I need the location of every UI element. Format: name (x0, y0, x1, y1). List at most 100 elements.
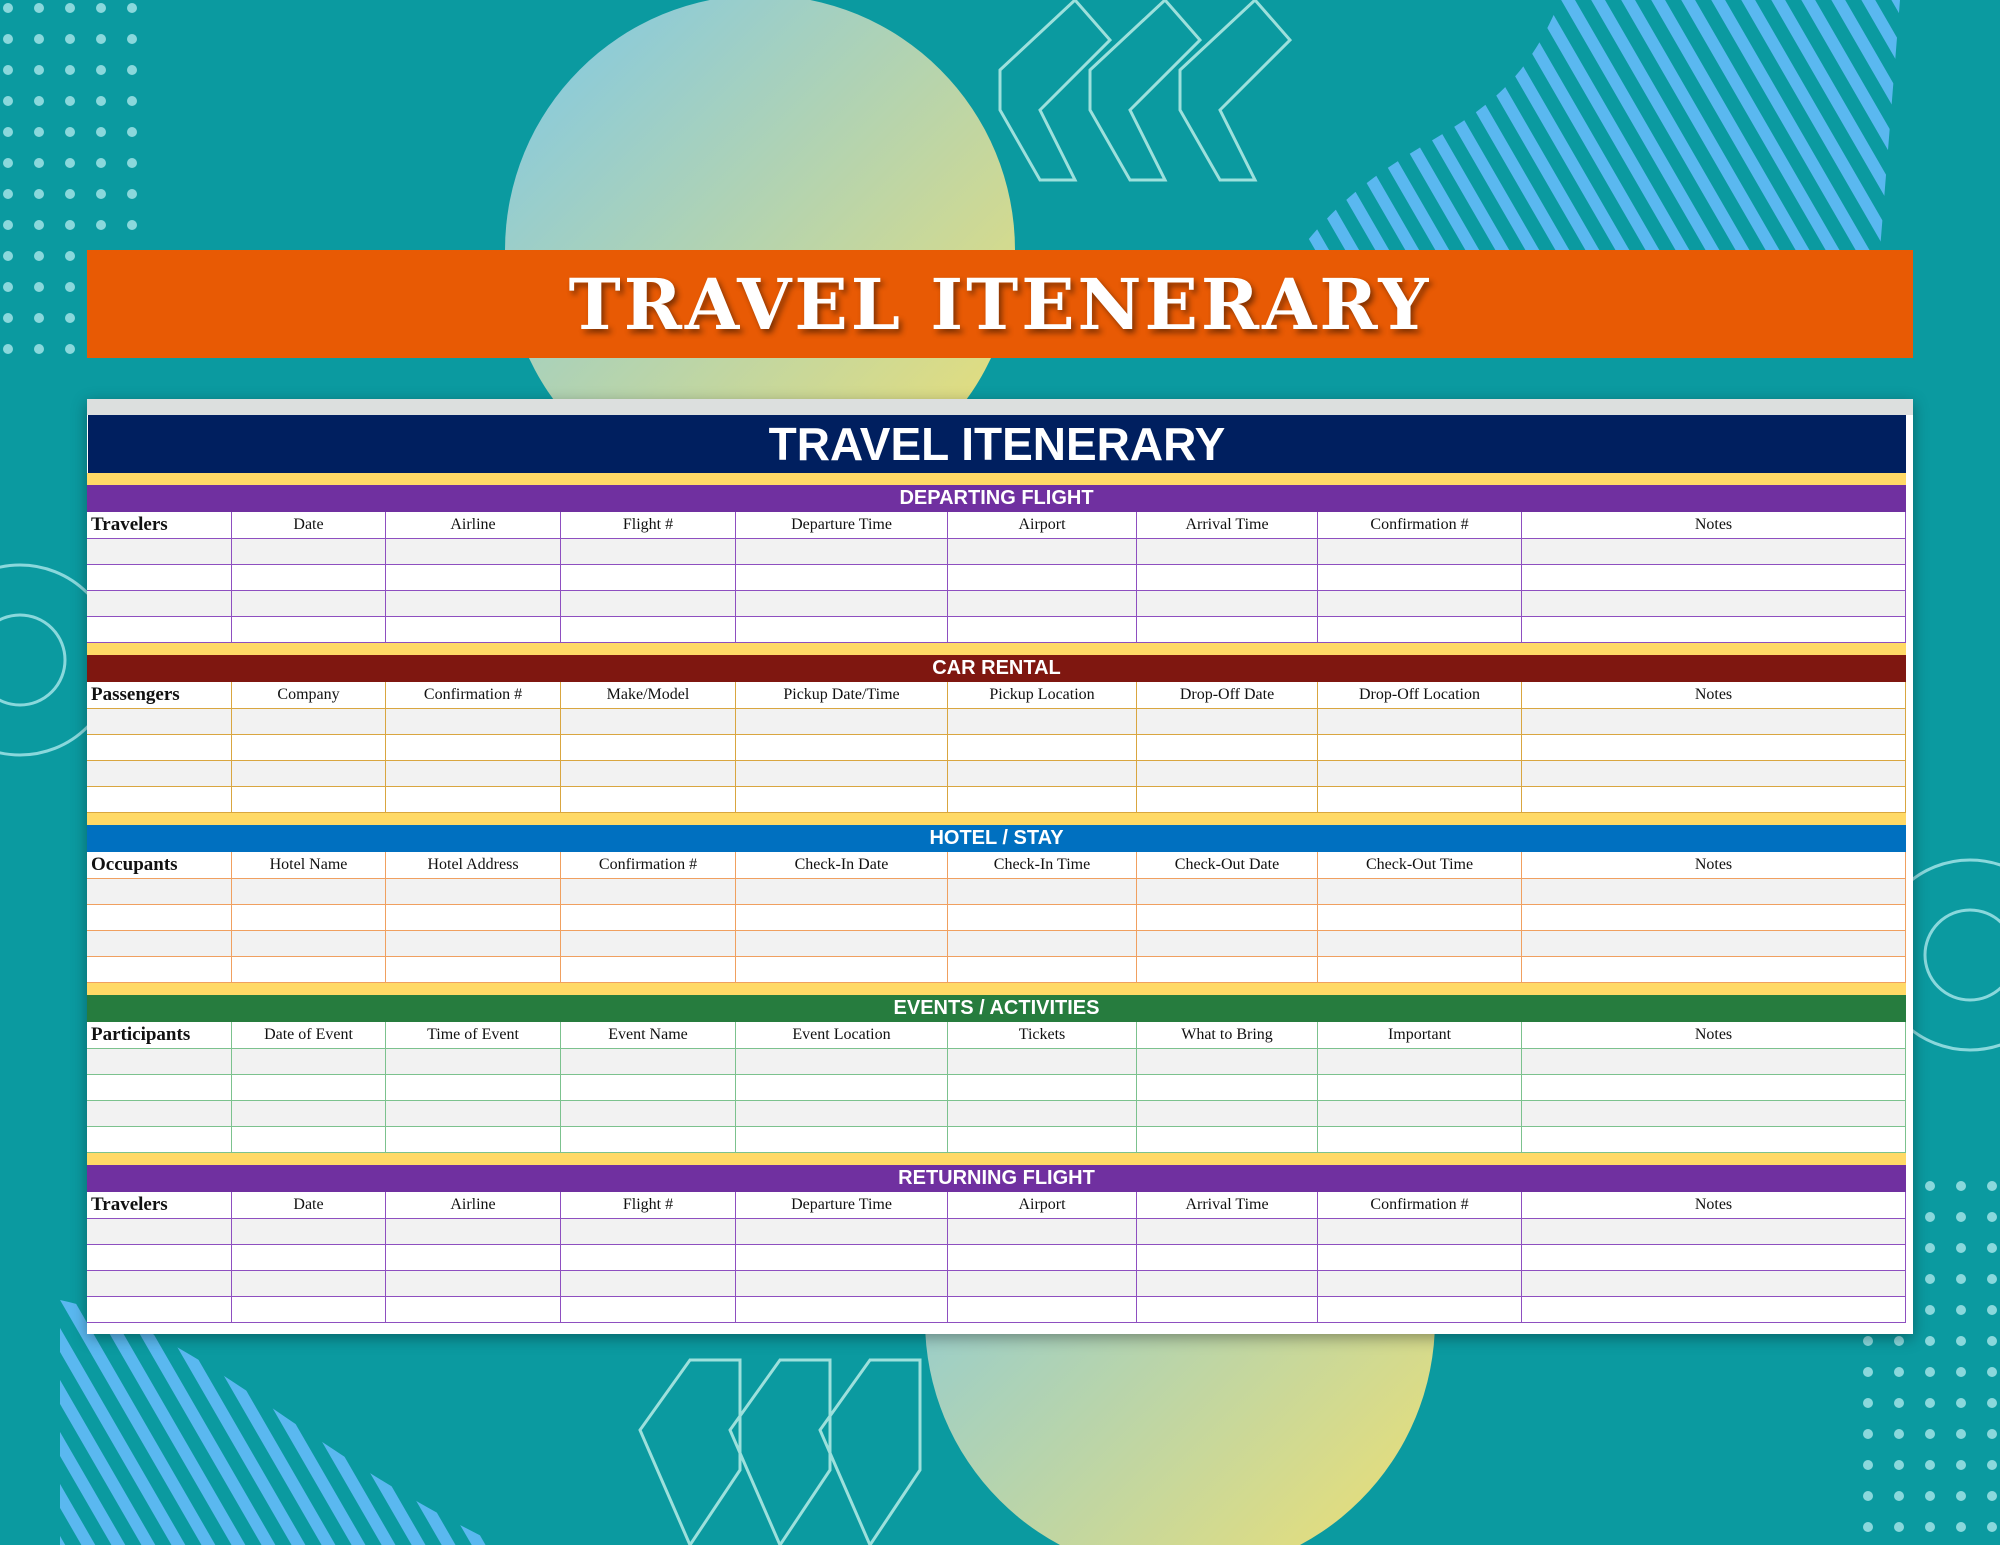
table-cell[interactable] (232, 1127, 386, 1153)
table-cell[interactable] (386, 617, 561, 643)
table-cell[interactable] (1137, 539, 1318, 565)
table-cell[interactable] (948, 709, 1137, 735)
table-cell[interactable] (232, 539, 386, 565)
table-cell[interactable] (1522, 1127, 1906, 1153)
table-cell[interactable] (1318, 761, 1522, 787)
table-cell[interactable] (948, 565, 1137, 591)
table-cell[interactable] (1137, 1049, 1318, 1075)
table-cell[interactable] (1318, 879, 1522, 905)
table-cell[interactable] (561, 617, 736, 643)
table-cell[interactable] (1522, 617, 1906, 643)
table-cell[interactable] (386, 957, 561, 983)
table-cell[interactable] (232, 1101, 386, 1127)
table-cell[interactable] (1137, 879, 1318, 905)
table-cell[interactable] (561, 1127, 736, 1153)
table-cell[interactable] (736, 787, 948, 813)
table-cell[interactable] (561, 709, 736, 735)
table-cell[interactable] (1137, 1101, 1318, 1127)
table-cell[interactable] (1522, 879, 1906, 905)
table-cell[interactable] (232, 931, 386, 957)
table-cell[interactable] (1318, 957, 1522, 983)
table-cell[interactable] (87, 1219, 232, 1245)
table-cell[interactable] (386, 539, 561, 565)
table-cell[interactable] (87, 565, 232, 591)
table-cell[interactable] (1318, 591, 1522, 617)
table-cell[interactable] (1522, 957, 1906, 983)
table-cell[interactable] (87, 879, 232, 905)
table-cell[interactable] (232, 1245, 386, 1271)
table-cell[interactable] (232, 709, 386, 735)
table-cell[interactable] (561, 1219, 736, 1245)
table-cell[interactable] (1137, 1075, 1318, 1101)
table-cell[interactable] (1522, 787, 1906, 813)
table-cell[interactable] (232, 591, 386, 617)
table-cell[interactable] (87, 787, 232, 813)
table-cell[interactable] (232, 879, 386, 905)
table-cell[interactable] (1522, 1297, 1906, 1323)
table-cell[interactable] (386, 709, 561, 735)
table-cell[interactable] (736, 539, 948, 565)
table-cell[interactable] (232, 617, 386, 643)
table-cell[interactable] (948, 1245, 1137, 1271)
table-cell[interactable] (1522, 1219, 1906, 1245)
table-cell[interactable] (948, 1219, 1137, 1245)
table-cell[interactable] (948, 1101, 1137, 1127)
table-cell[interactable] (736, 1297, 948, 1323)
table-cell[interactable] (232, 787, 386, 813)
table-cell[interactable] (1522, 931, 1906, 957)
table-cell[interactable] (386, 565, 561, 591)
table-cell[interactable] (1137, 735, 1318, 761)
table-cell[interactable] (561, 1271, 736, 1297)
table-cell[interactable] (1522, 1101, 1906, 1127)
table-cell[interactable] (1318, 539, 1522, 565)
table-cell[interactable] (87, 617, 232, 643)
table-cell[interactable] (561, 905, 736, 931)
table-cell[interactable] (232, 1049, 386, 1075)
table-cell[interactable] (1318, 617, 1522, 643)
table-cell[interactable] (561, 1297, 736, 1323)
table-cell[interactable] (736, 957, 948, 983)
table-cell[interactable] (1318, 1219, 1522, 1245)
table-cell[interactable] (948, 735, 1137, 761)
table-cell[interactable] (736, 735, 948, 761)
table-cell[interactable] (386, 1245, 561, 1271)
table-cell[interactable] (561, 957, 736, 983)
table-cell[interactable] (1522, 1271, 1906, 1297)
table-cell[interactable] (736, 1049, 948, 1075)
table-cell[interactable] (1318, 565, 1522, 591)
table-cell[interactable] (1318, 735, 1522, 761)
table-cell[interactable] (87, 735, 232, 761)
table-cell[interactable] (232, 761, 386, 787)
table-cell[interactable] (87, 1049, 232, 1075)
table-cell[interactable] (561, 931, 736, 957)
table-cell[interactable] (948, 1127, 1137, 1153)
table-cell[interactable] (1137, 591, 1318, 617)
table-cell[interactable] (561, 565, 736, 591)
table-cell[interactable] (1137, 565, 1318, 591)
table-cell[interactable] (1318, 1049, 1522, 1075)
table-cell[interactable] (1522, 905, 1906, 931)
table-cell[interactable] (87, 591, 232, 617)
table-cell[interactable] (1318, 931, 1522, 957)
table-cell[interactable] (1137, 931, 1318, 957)
table-cell[interactable] (386, 905, 561, 931)
table-cell[interactable] (1318, 1271, 1522, 1297)
table-cell[interactable] (561, 879, 736, 905)
table-cell[interactable] (386, 1297, 561, 1323)
table-cell[interactable] (386, 761, 561, 787)
table-cell[interactable] (948, 1271, 1137, 1297)
table-cell[interactable] (1522, 761, 1906, 787)
table-cell[interactable] (87, 957, 232, 983)
table-cell[interactable] (1137, 617, 1318, 643)
table-cell[interactable] (736, 1101, 948, 1127)
table-cell[interactable] (1137, 1297, 1318, 1323)
table-cell[interactable] (386, 787, 561, 813)
table-cell[interactable] (1522, 591, 1906, 617)
table-cell[interactable] (1522, 1075, 1906, 1101)
table-cell[interactable] (561, 735, 736, 761)
table-cell[interactable] (1318, 709, 1522, 735)
table-cell[interactable] (232, 1219, 386, 1245)
table-cell[interactable] (736, 1127, 948, 1153)
table-cell[interactable] (87, 1245, 232, 1271)
table-cell[interactable] (1318, 905, 1522, 931)
